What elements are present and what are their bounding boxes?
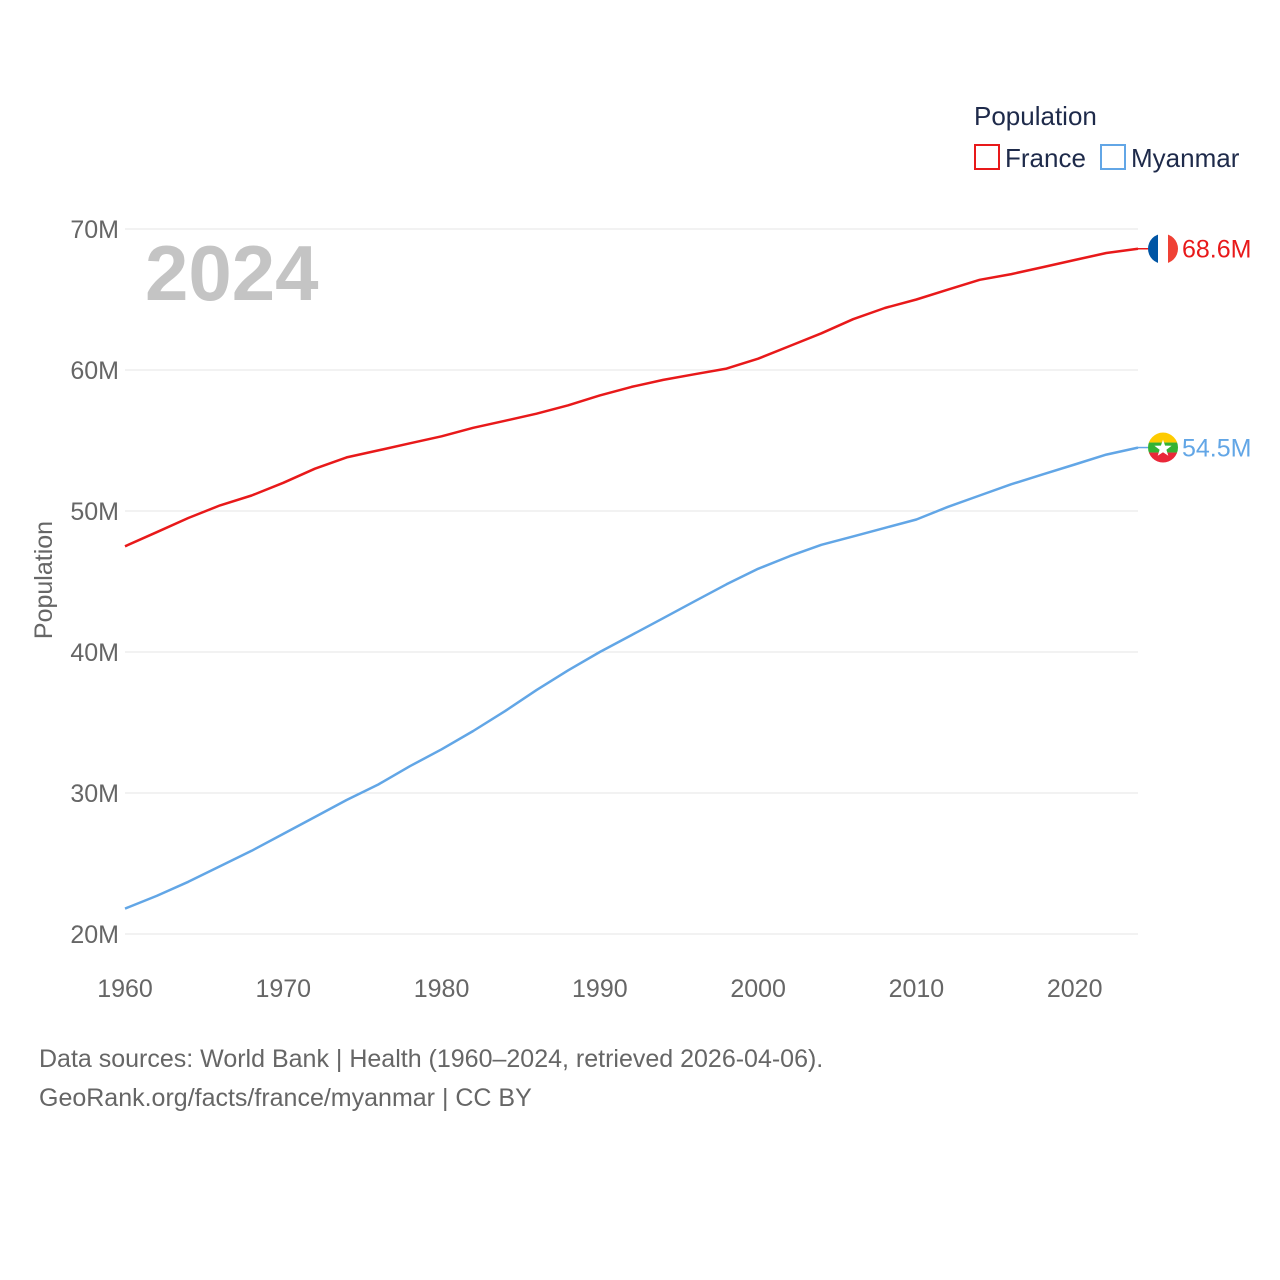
legend-swatch-myanmar [1100,144,1126,170]
end-markers: 68.6M 54.5M [1138,233,1251,463]
end-value-label-france: 68.6M [1182,236,1251,264]
legend-label-myanmar: Myanmar [1131,143,1240,173]
x-tick-label: 1980 [414,975,470,1003]
x-tick-label: 1960 [97,975,153,1003]
myanmar-flag-icon [1148,432,1178,463]
series-line-france [124,247,1139,548]
gridlines [125,228,1138,935]
series-lines [124,247,1139,910]
series-line-myanmar [124,446,1139,910]
end-value-label-myanmar: 54.5M [1182,435,1251,463]
france-flag-icon [1148,233,1178,264]
x-tick-label: 1970 [255,975,311,1003]
footer-attribution: GeoRank.org/facts/france/myanmar | CC BY [39,1084,532,1112]
legend: Population France Myanmar [974,101,1240,173]
legend-item-myanmar[interactable]: Myanmar [1100,143,1240,173]
footer-sources: Data sources: World Bank | Health (1960–… [39,1045,824,1073]
y-axis-ticks: 20M 30M 40M 50M 60M 70M [70,216,119,949]
x-tick-label: 2020 [1047,975,1103,1003]
y-tick-label: 60M [70,357,119,385]
y-tick-label: 20M [70,921,119,949]
y-tick-label: 40M [70,639,119,667]
y-tick-label: 70M [70,216,119,244]
legend-label-france: France [1005,143,1086,173]
x-tick-label: 2010 [889,975,945,1003]
y-tick-label: 30M [70,780,119,808]
legend-item-france[interactable]: France [974,143,1086,173]
year-label: 2024 [145,229,319,317]
x-axis-ticks: 1960 1970 1980 1990 2000 2010 2020 [97,975,1102,1003]
x-tick-label: 1990 [572,975,628,1003]
legend-swatch-france [974,144,1000,170]
population-line-chart: 20M 30M 40M 50M 60M 70M 1960 1970 1980 1990 2000 2… [30,101,1251,1003]
y-axis-title: Population [30,521,58,639]
legend-title: Population [974,101,1097,131]
x-tick-label: 2000 [730,975,786,1003]
y-tick-label: 50M [70,498,119,526]
